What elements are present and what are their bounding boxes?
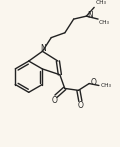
- Text: O: O: [91, 78, 97, 87]
- Text: O: O: [77, 101, 83, 110]
- Text: CH₃: CH₃: [99, 20, 110, 25]
- Text: CH₃: CH₃: [101, 83, 112, 88]
- Text: N: N: [87, 11, 93, 20]
- Text: O: O: [52, 96, 58, 105]
- Text: N: N: [41, 44, 46, 53]
- Text: CH₃: CH₃: [95, 0, 106, 5]
